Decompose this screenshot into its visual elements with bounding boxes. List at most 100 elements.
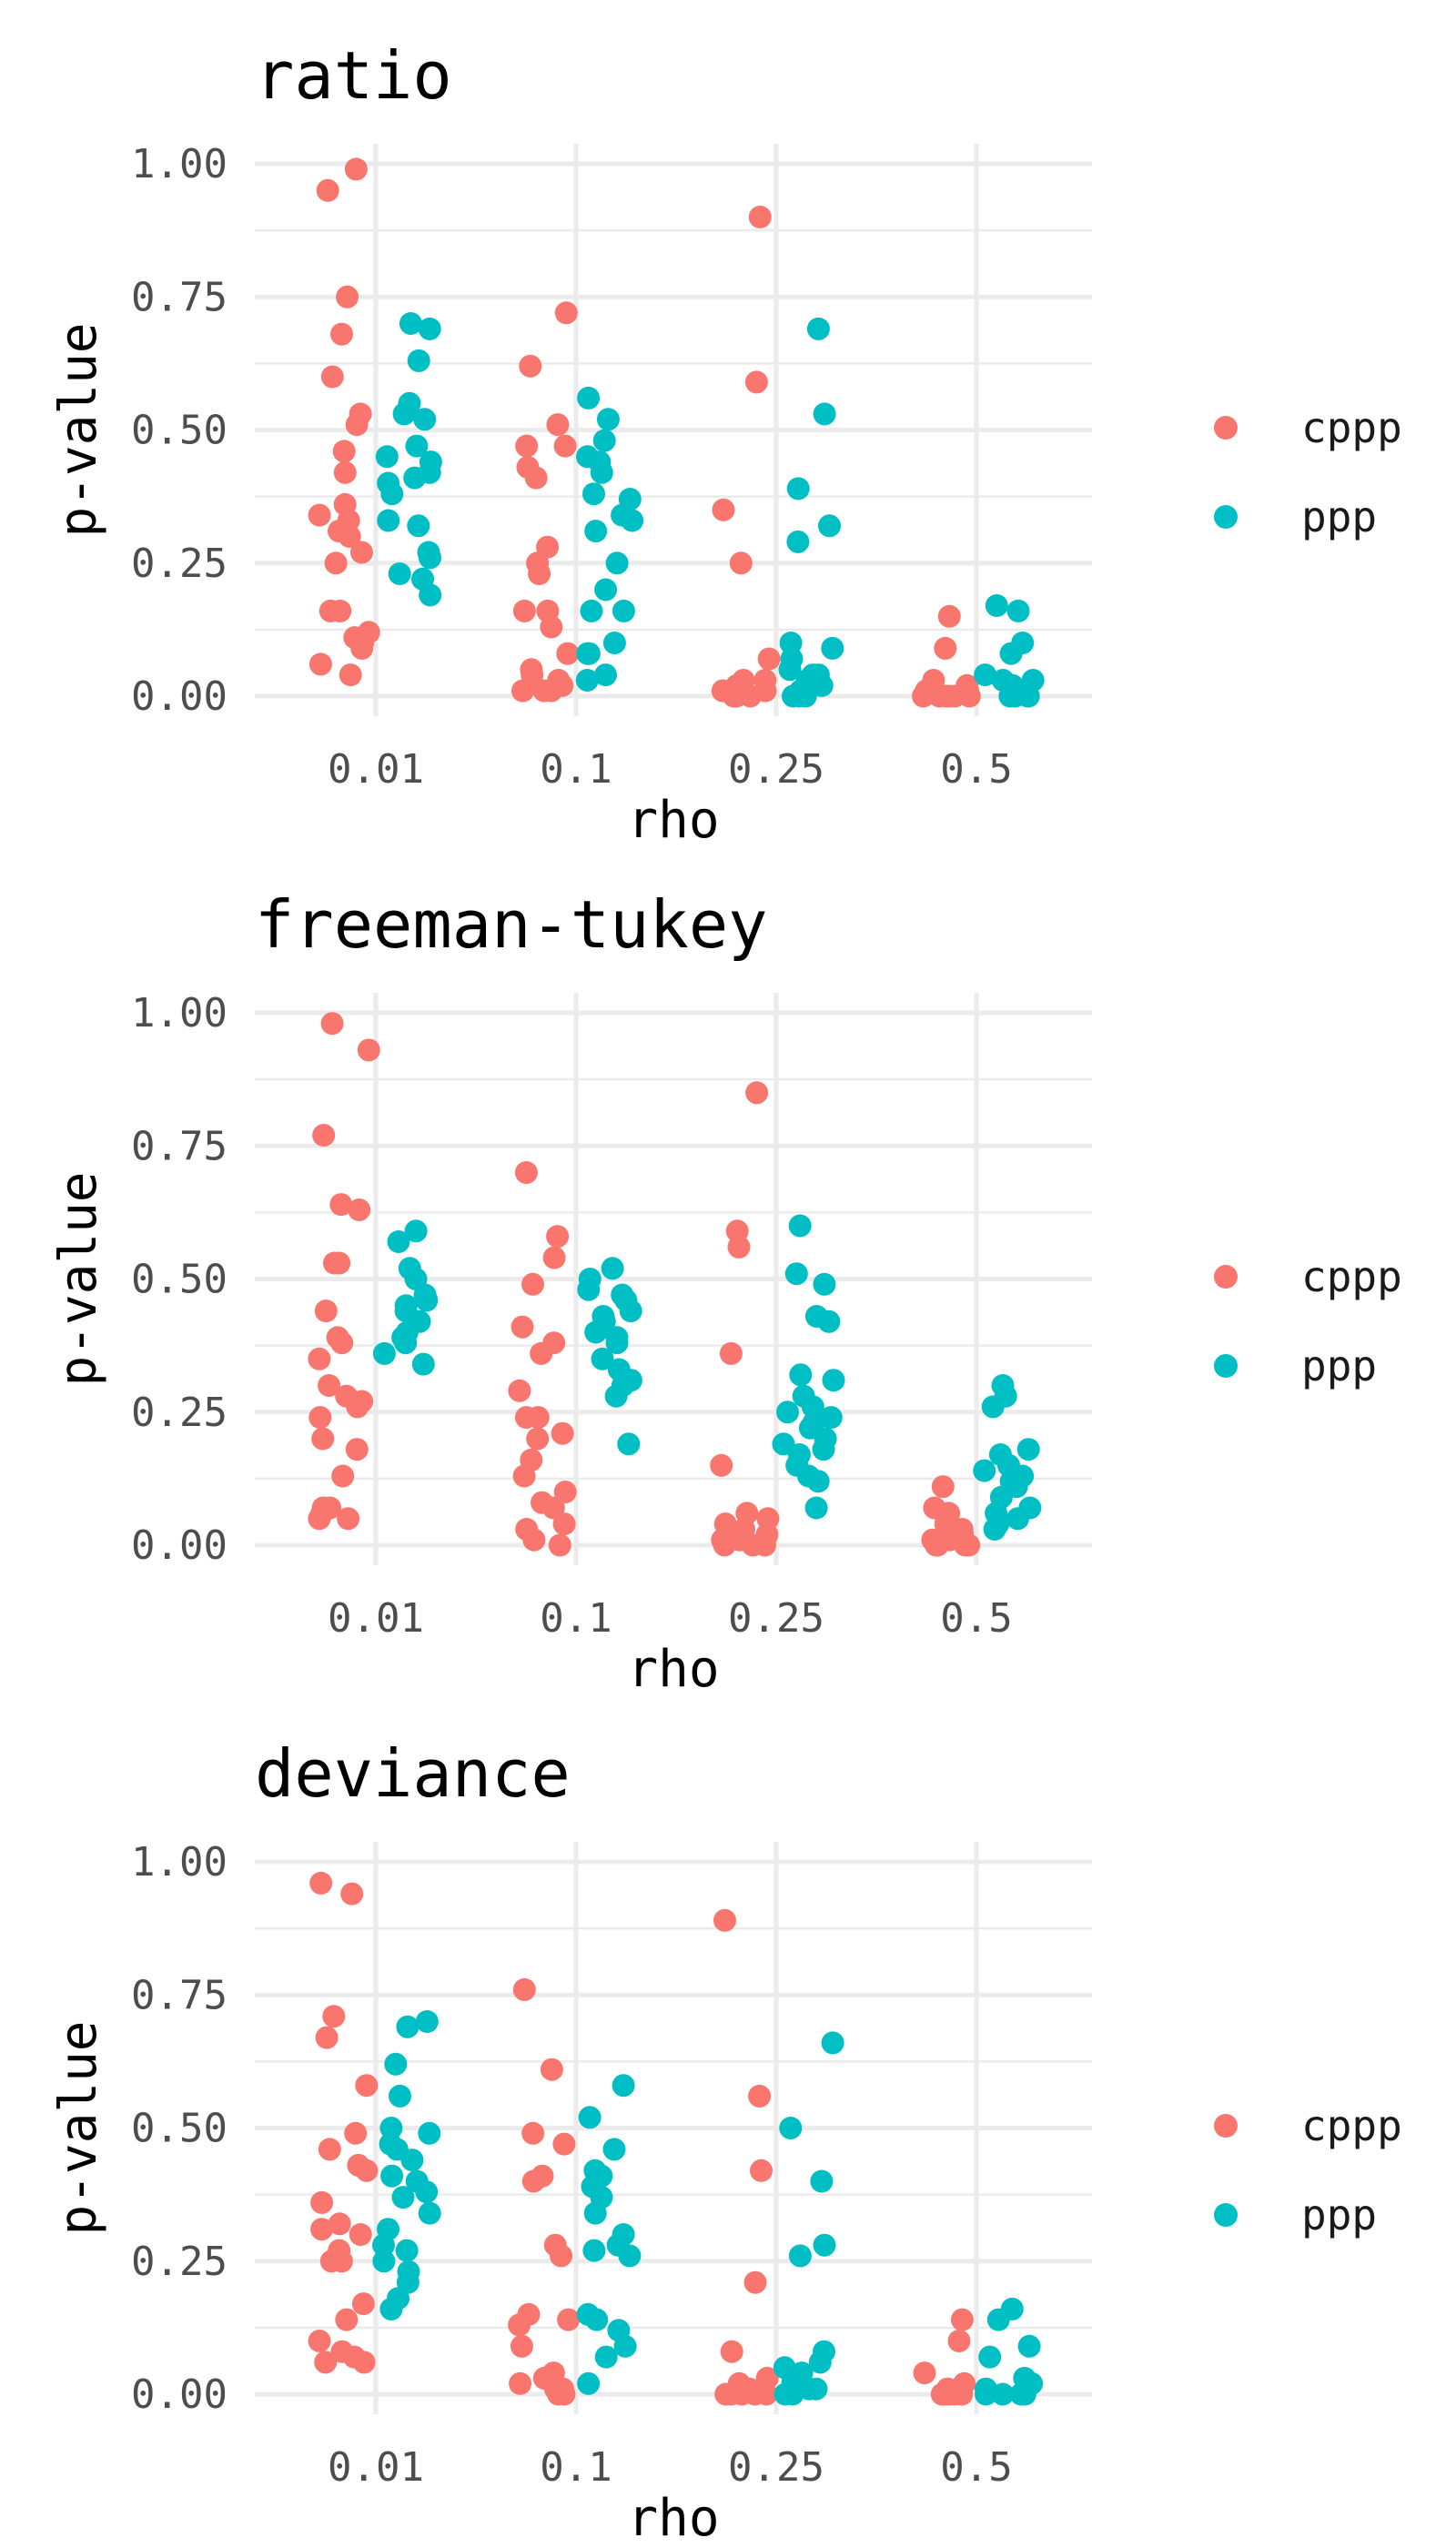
data-point-cppp [344,2121,368,2145]
data-point-ppp [605,551,629,575]
data-point-cppp [754,2382,778,2406]
data-point-ppp [577,642,601,665]
data-point-cppp [344,157,368,181]
series-ppp [372,1214,1042,1541]
x-tick-label: 0.01 [328,2444,424,2491]
data-point-ppp [418,317,441,340]
data-point-ppp [817,1309,841,1333]
data-point-cppp [339,663,362,687]
data-point-cppp [957,684,981,708]
data-point-cppp [355,2159,379,2182]
data-point-cppp [938,684,961,708]
data-point-ppp [998,684,1022,708]
data-point-ppp [788,1214,812,1238]
legend-label-cppp: cppp [1301,2101,1402,2150]
data-point-ppp [415,2180,439,2204]
data-point-cppp [330,322,353,346]
data-point-ppp [413,408,437,431]
y-tick-label: 0.75 [131,274,228,320]
data-point-cppp [314,1299,338,1323]
data-point-cppp [729,551,753,575]
data-point-cppp [324,551,348,575]
grid [255,993,1092,1565]
data-point-cppp [547,2382,571,2406]
data-point-cppp [333,460,357,484]
data-point-cppp [312,1124,336,1147]
y-tick-label: 0.25 [131,1390,228,1436]
data-point-ppp [975,2382,997,2406]
series-ppp [372,2010,1044,2406]
data-point-cppp [310,2190,334,2214]
data-point-cppp [542,1246,566,1269]
data-point-cppp [554,301,578,325]
data-point-ppp [400,2149,424,2172]
data-point-ppp [594,578,618,602]
data-point-cppp [349,2223,372,2246]
data-point-ppp [810,2169,834,2193]
data-point-cppp [950,2308,974,2331]
data-point-ppp [986,2308,1010,2331]
data-point-cppp [330,1331,354,1355]
panel-title: freeman-tukey [255,886,768,963]
data-point-cppp [719,1341,743,1365]
data-point-cppp [352,2351,376,2374]
data-point-ppp [389,2084,411,2108]
data-point-cppp [530,1341,553,1365]
data-point-ppp [804,2377,828,2401]
data-point-cppp [308,503,331,527]
data-point-cppp [318,1374,341,1397]
data-point-cppp [308,652,332,676]
y-tick-label: 0.75 [131,1972,228,2018]
data-point-cppp [947,2330,971,2352]
x-axis-title: rho [627,1640,719,1699]
data-point-ppp [399,312,422,335]
data-point-ppp [806,317,830,340]
data-point-cppp [315,2026,339,2049]
data-point-ppp [789,1363,813,1387]
panel-title: ratio [255,37,452,114]
data-point-cppp [552,2132,576,2156]
data-point-ppp [621,509,644,532]
data-point-cppp [913,2361,936,2385]
data-point-cppp [350,636,374,660]
data-point-cppp [710,1453,733,1477]
series-cppp [308,157,981,708]
data-point-cppp [741,1533,764,1557]
data-point-ppp [991,2382,1015,2406]
data-point-ppp [372,2233,395,2257]
data-point-ppp [585,2308,609,2331]
data-point-ppp [774,2382,797,2406]
data-point-cppp [556,642,580,665]
data-point-ppp [612,2074,635,2098]
data-point-ppp [577,2371,601,2395]
data-point-ppp [584,520,608,543]
data-point-cppp [319,2250,343,2273]
data-point-ppp [619,1299,642,1323]
data-point-cppp [540,2058,563,2081]
legend-label-ppp: ppp [1301,492,1377,541]
data-point-ppp [1016,684,1040,708]
data-point-ppp [377,509,400,532]
data-point-ppp [822,1369,845,1392]
data-point-cppp [515,434,539,458]
data-point-cppp [308,1406,332,1430]
data-point-ppp [419,546,441,570]
panel-title: deviance [255,1735,571,1812]
data-point-cppp [323,1251,346,1275]
data-point-ppp [404,1219,428,1243]
y-axis-title: p-value [49,322,108,537]
data-point-ppp [583,2201,607,2225]
data-point-cppp [510,2334,533,2358]
data-point-cppp [308,2330,331,2352]
data-point-cppp [337,1507,360,1531]
data-point-cppp [514,1161,538,1184]
data-point-cppp [524,466,548,490]
legend-key-cppp [1214,1265,1238,1289]
y-tick-label: 0.25 [131,541,228,587]
data-point-ppp [784,1262,808,1286]
data-point-ppp [605,1331,629,1355]
data-point-cppp [912,684,935,708]
data-point-ppp [786,477,810,500]
x-tick-label: 0.1 [540,746,612,793]
